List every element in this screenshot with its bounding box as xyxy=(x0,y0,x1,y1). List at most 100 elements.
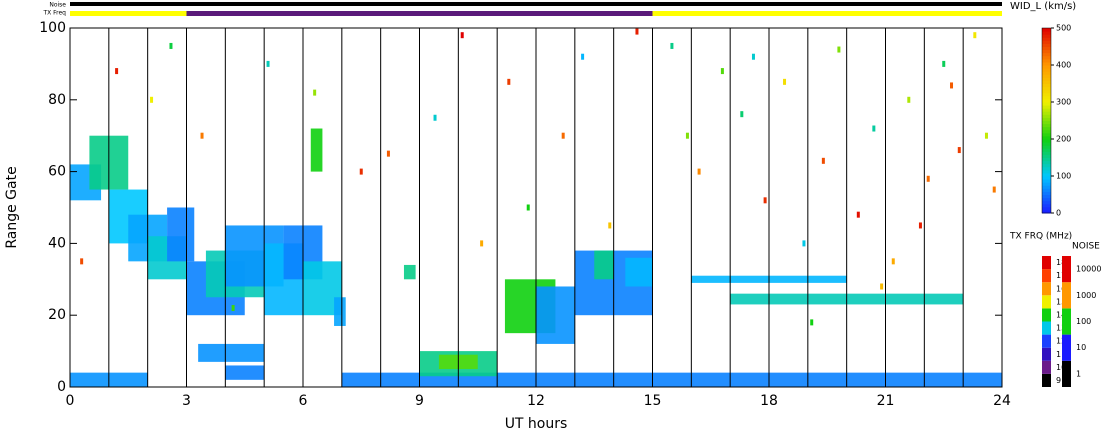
data-point xyxy=(507,78,511,85)
colorbar-cell xyxy=(1042,194,1051,199)
colorbar-cell xyxy=(1042,188,1051,192)
data-point xyxy=(608,222,612,229)
colorbar-cell xyxy=(1042,163,1051,168)
x-tick-label: 9 xyxy=(415,393,424,409)
data-point xyxy=(907,96,911,103)
data-point xyxy=(942,60,946,67)
y-tick-label: 100 xyxy=(39,20,66,36)
y-tick-label: 20 xyxy=(48,307,66,323)
data-point xyxy=(526,204,530,211)
colorbar-cell xyxy=(1042,102,1051,106)
colorbar-cell xyxy=(1042,166,1051,171)
colorbar-tick-label: 300 xyxy=(1056,98,1071,107)
data-point xyxy=(169,42,173,49)
freq-tick-label: 13 xyxy=(1056,324,1066,333)
x-tick-label: 6 xyxy=(299,393,308,409)
freq-tick-label: 18 xyxy=(1056,258,1066,267)
y-tick-label: 80 xyxy=(48,92,66,108)
colorbar-cell xyxy=(1042,135,1051,140)
x-tick-label: 24 xyxy=(993,393,1011,409)
freq-cell xyxy=(1042,295,1051,309)
y-tick-label: 0 xyxy=(57,379,66,395)
colorbar-cell xyxy=(1042,160,1051,165)
freq-tick-label: 14 xyxy=(1056,310,1066,319)
data-region xyxy=(334,297,346,326)
data-point xyxy=(635,28,639,35)
data-point xyxy=(880,283,884,290)
data-region xyxy=(225,365,265,380)
colorbar-tick-label: 500 xyxy=(1056,24,1071,33)
data-point xyxy=(581,53,585,60)
colorbar-cell xyxy=(1042,179,1051,183)
colorbar-cell xyxy=(1042,31,1051,35)
data-point xyxy=(763,197,767,204)
colorbar-cell xyxy=(1042,148,1051,152)
data-point xyxy=(973,32,977,39)
freq-tick-label: 11 xyxy=(1056,350,1066,359)
x-tick-label: 15 xyxy=(644,393,662,409)
colorbar-cell xyxy=(1042,74,1051,78)
colorbar-cell xyxy=(1042,139,1051,143)
data-point xyxy=(697,168,701,175)
freq-segment xyxy=(652,11,1002,16)
data-region xyxy=(167,207,195,262)
colorbar-label: WID_L (km/s) xyxy=(1010,1,1076,12)
colorbar-cell xyxy=(1042,172,1051,177)
colorbar-cell xyxy=(1042,89,1051,94)
data-point xyxy=(957,147,961,154)
colorbar-cell xyxy=(1042,129,1051,134)
freq-tick-label: 15 xyxy=(1056,297,1066,306)
colorbar-tick-label: 100 xyxy=(1056,172,1071,181)
data-point xyxy=(837,46,841,53)
freq-cell xyxy=(1042,256,1051,270)
colorbar-cell xyxy=(1042,182,1051,186)
noise-tick-label: 10000 xyxy=(1076,265,1101,274)
data-point xyxy=(150,96,154,103)
data-point xyxy=(740,111,744,118)
freq-cell xyxy=(1042,334,1051,348)
noise-cell xyxy=(1062,334,1071,361)
noise-cell xyxy=(1062,360,1071,387)
colorbar-cell xyxy=(1042,151,1051,155)
data-point xyxy=(561,132,565,139)
colorbar-cell xyxy=(1042,132,1051,137)
x-tick-label: 0 xyxy=(66,393,75,409)
data-point xyxy=(386,150,390,157)
data-point xyxy=(984,132,988,139)
data-point xyxy=(992,186,996,193)
noise-cell xyxy=(1062,308,1071,335)
colorbar-tick-label: 200 xyxy=(1056,135,1071,144)
colorbar-cell xyxy=(1042,126,1051,131)
data-region xyxy=(403,264,416,280)
freq-segment xyxy=(70,11,187,16)
y-tick-label: 40 xyxy=(48,235,66,251)
colorbar-cell xyxy=(1042,154,1051,158)
x-tick-label: 12 xyxy=(527,393,545,409)
colorbar-cell xyxy=(1042,65,1051,69)
data-point xyxy=(433,114,437,121)
y-axis-label: Range Gate xyxy=(4,166,20,248)
colorbar-cell xyxy=(1042,52,1051,57)
colorbar-cell xyxy=(1042,145,1051,149)
colorbar-cell xyxy=(1042,28,1051,32)
colorbar-tick-label: 400 xyxy=(1056,61,1071,70)
freq-cell xyxy=(1042,308,1051,322)
colorbar-cell xyxy=(1042,105,1051,109)
colorbar-cell xyxy=(1042,80,1051,84)
colorbar-cell xyxy=(1042,120,1051,125)
freq-tick-label: 9 xyxy=(1056,376,1061,385)
colorbar-cell xyxy=(1042,209,1051,214)
data-point xyxy=(200,132,204,139)
data-region xyxy=(341,372,1002,387)
colorbar-tick-label: 0 xyxy=(1056,209,1061,218)
data-point xyxy=(810,319,814,326)
freq-segment xyxy=(186,11,653,16)
colorbar-cell xyxy=(1042,43,1051,47)
colorbar-cell xyxy=(1042,176,1051,180)
noise-tick-label: 1000 xyxy=(1076,291,1096,300)
noise-label: Noise xyxy=(49,2,66,9)
colorbar-cell xyxy=(1042,61,1051,66)
freq-tick-label: 16 xyxy=(1056,284,1066,293)
freq-cell xyxy=(1042,282,1051,296)
data-point xyxy=(821,157,825,164)
